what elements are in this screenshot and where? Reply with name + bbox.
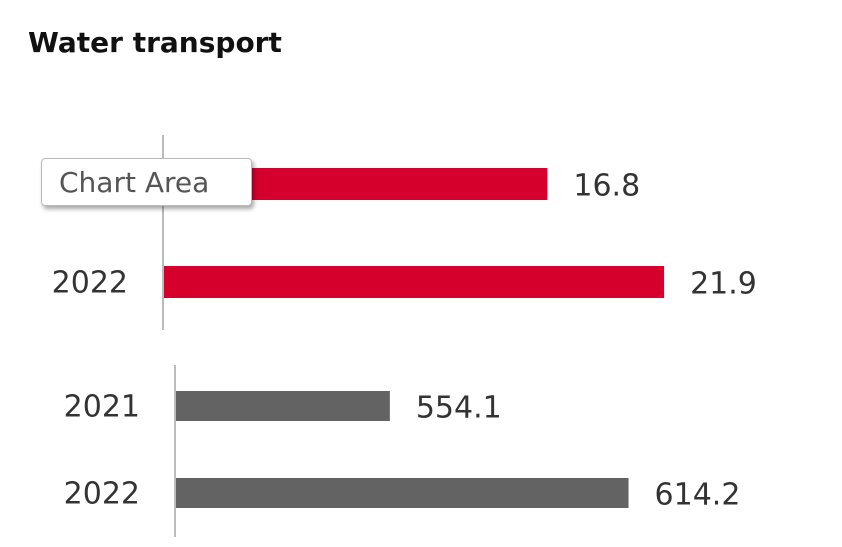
bar bbox=[164, 266, 665, 298]
data-label: 554.1 bbox=[416, 391, 502, 426]
bar bbox=[176, 478, 629, 508]
data-label: 16.8 bbox=[573, 169, 640, 204]
data-label: 614.2 bbox=[655, 478, 741, 513]
data-label: 21.9 bbox=[690, 267, 757, 302]
y-tick-label: 2022 bbox=[64, 477, 140, 512]
y-tick-label: 2021 bbox=[64, 390, 140, 425]
tooltip: Chart Area bbox=[41, 158, 252, 206]
chart-title: Water transport bbox=[28, 26, 282, 59]
bar bbox=[176, 391, 390, 421]
y-tick-label: 2022 bbox=[52, 266, 128, 301]
